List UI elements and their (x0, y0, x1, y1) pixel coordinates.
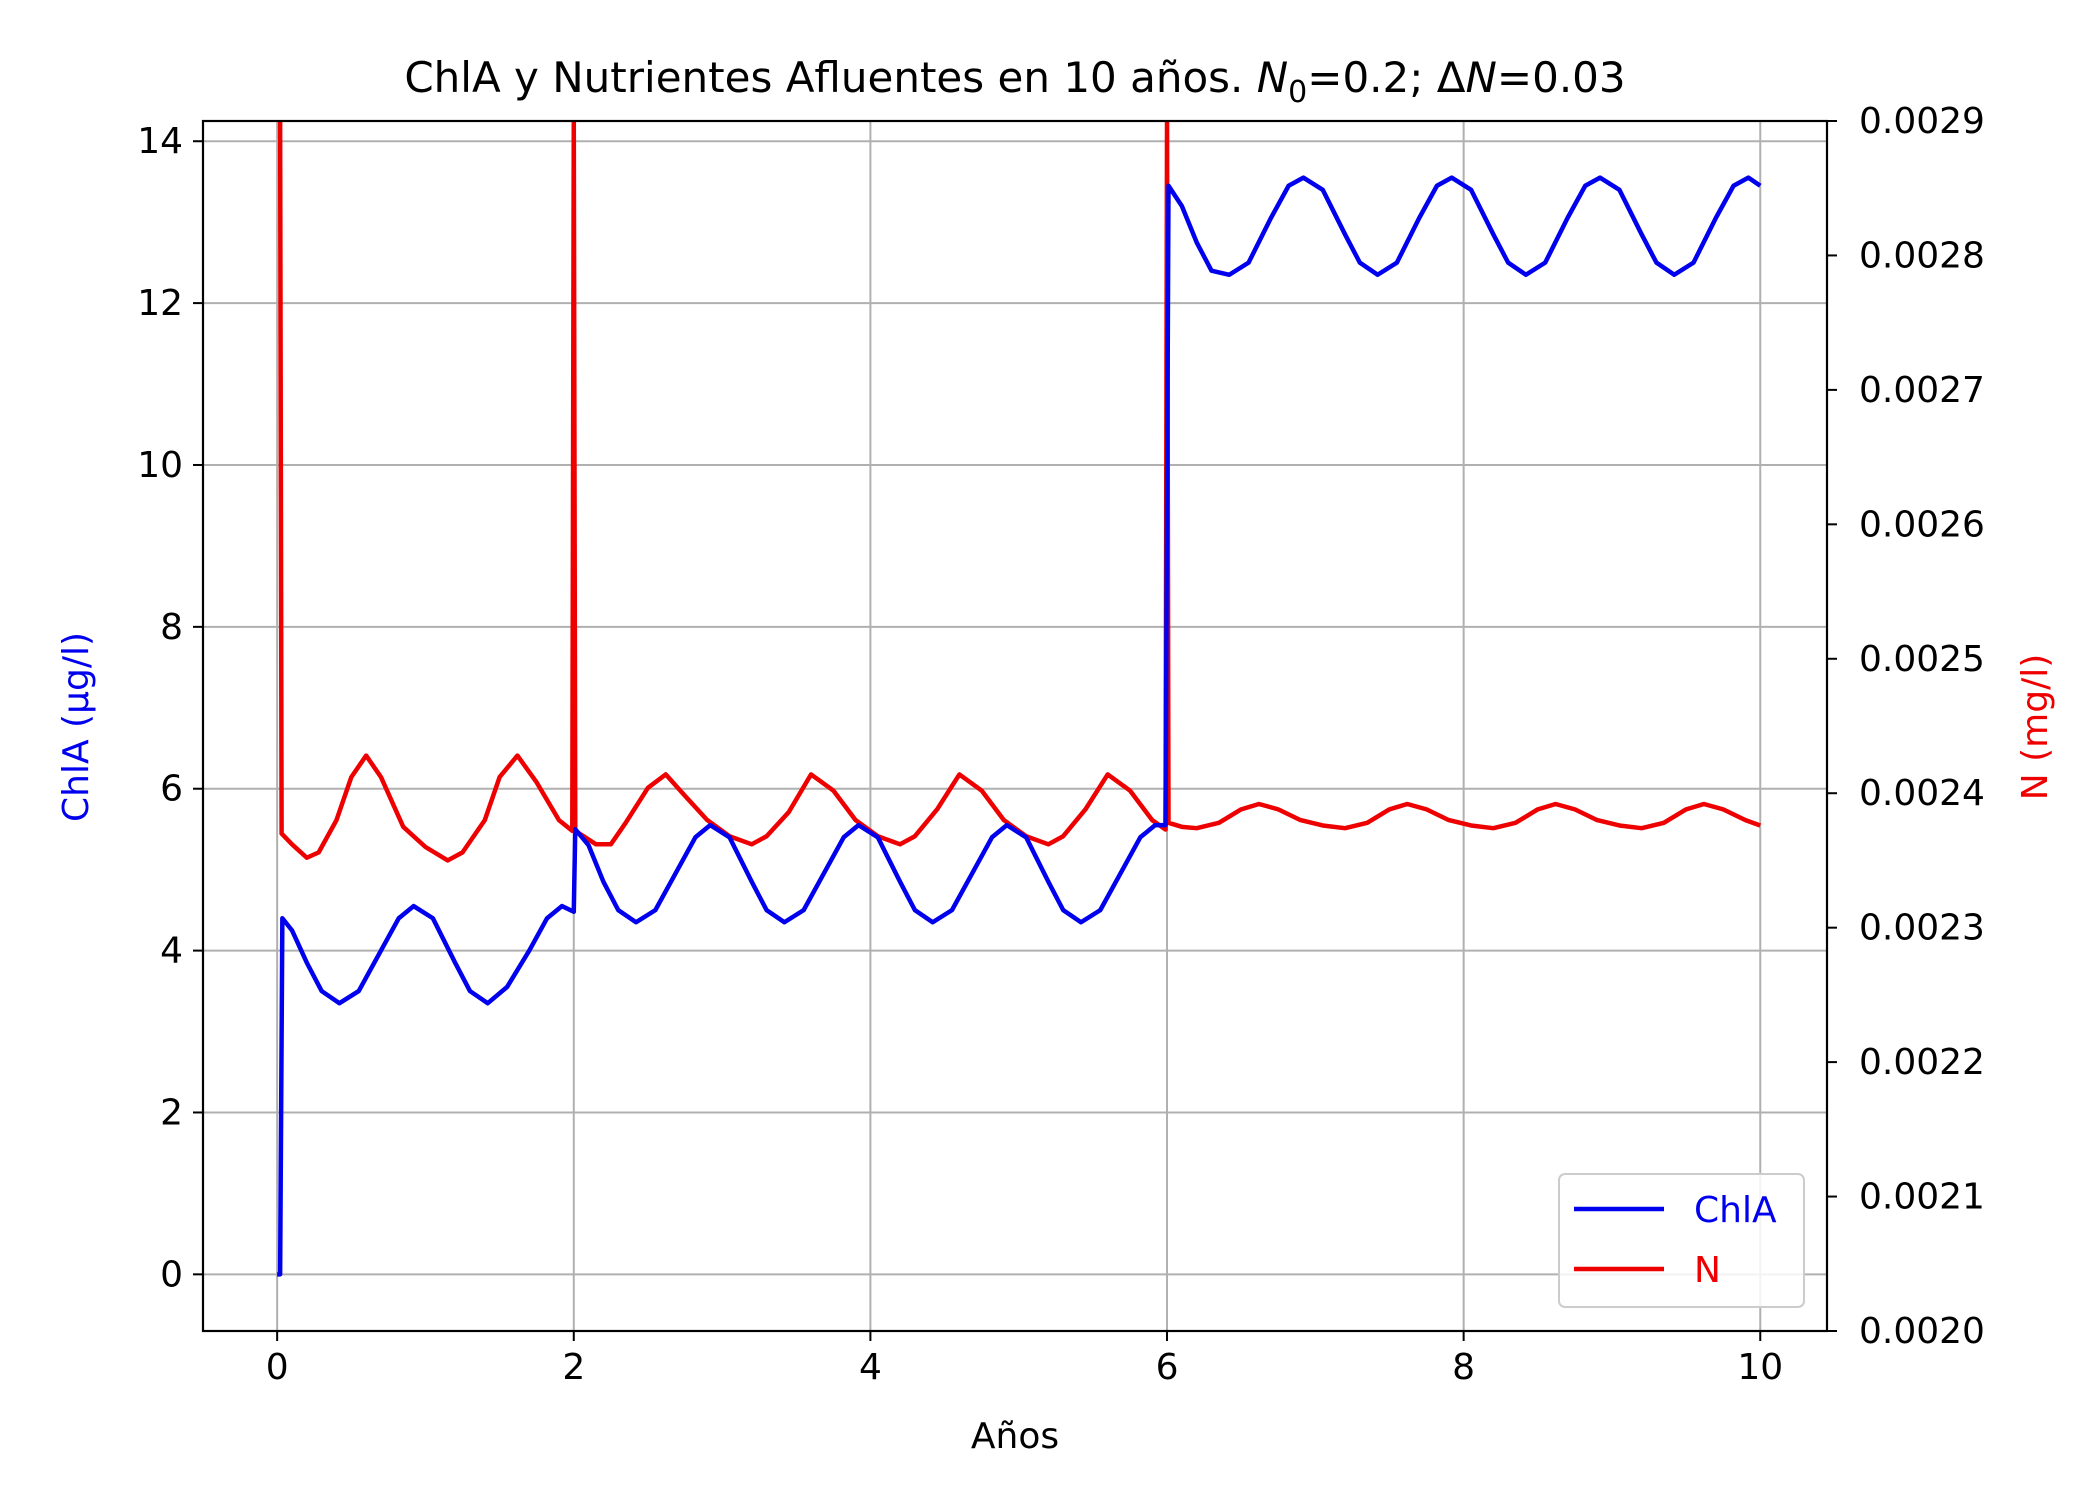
x-axis-label: Años (971, 1416, 1059, 1457)
title-dn-symbol: N (1465, 53, 1496, 102)
y-right-tick-label: 0.0027 (1859, 370, 1985, 411)
x-tick-label: 4 (859, 1347, 882, 1388)
x-tick-label: 0 (266, 1347, 289, 1388)
y-axis-label-right: N (mg/l) (2015, 654, 2056, 801)
title-n-value: =0.2; Δ (1307, 53, 1465, 102)
y-right-tick-label: 0.0024 (1859, 773, 1985, 814)
legend: ChlA N (1558, 1173, 1805, 1308)
y-left-tick-label: 10 (137, 445, 183, 486)
plot-frame (201, 119, 1829, 1333)
y-left-tick-label: 4 (160, 931, 183, 972)
series-line-n (277, 121, 1762, 863)
title-dn-value: =0.03 (1497, 53, 1626, 102)
y-right-tick-label: 0.0022 (1859, 1042, 1985, 1083)
x-tick-label: 2 (562, 1347, 585, 1388)
legend-chla-label: ChlA (1694, 1190, 1777, 1231)
y-right-tick-label: 0.0025 (1859, 639, 1985, 680)
y-right-tick-label: 0.0023 (1859, 908, 1985, 949)
x-tick-label: 10 (1737, 1347, 1783, 1388)
y-right-tick-label: 0.0026 (1859, 504, 1985, 545)
x-tick-label: 8 (1452, 1347, 1475, 1388)
x-tick-label: 6 (1156, 1347, 1179, 1388)
series-line-chla (277, 175, 1762, 1277)
y-right-tick-label: 0.0029 (1859, 101, 1985, 142)
y-axis-label-left: ChlA (μg/l) (56, 632, 97, 822)
y-left-tick-label: 14 (137, 121, 183, 162)
chart-title: ChlA y Nutrientes Afluentes en 10 años. … (404, 53, 1625, 110)
y-right-tick-label: 0.0020 (1859, 1311, 1985, 1352)
y-left-tick-label: 6 (160, 769, 183, 810)
y-right-tick-label: 0.0028 (1859, 235, 1985, 276)
legend-n-label: N (1694, 1250, 1721, 1291)
y-right-tick-label: 0.0021 (1859, 1177, 1985, 1218)
title-n-subscript: 0 (1288, 75, 1307, 110)
y-left-tick-label: 8 (160, 607, 183, 648)
y-left-tick-label: 0 (160, 1254, 183, 1295)
title-prefix: ChlA y Nutrientes Afluentes en 10 años. (404, 53, 1256, 102)
y-left-tick-label: 12 (137, 283, 183, 324)
y-left-tick-label: 2 (160, 1092, 183, 1133)
title-n-symbol: N (1257, 53, 1288, 102)
